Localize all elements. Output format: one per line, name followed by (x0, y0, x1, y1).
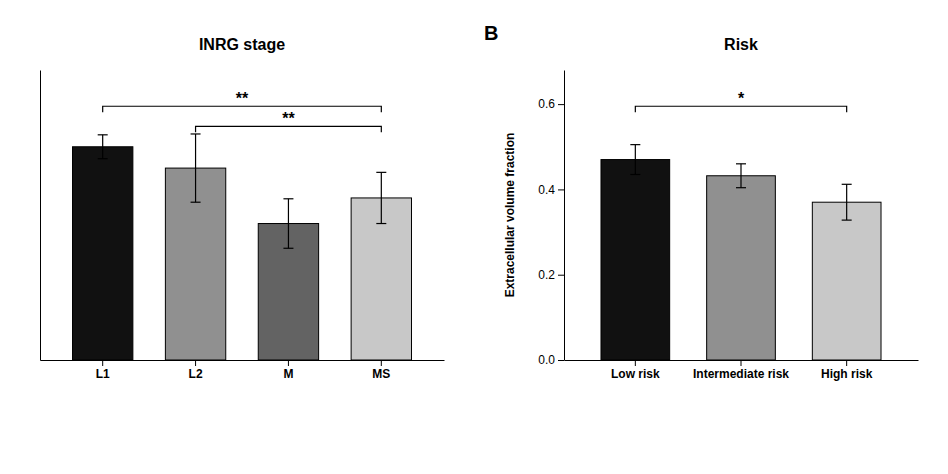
title: INRG stage (199, 36, 285, 53)
x-tick-label: High risk (821, 367, 873, 381)
error-bar-line (283, 248, 293, 249)
y-tick: 0.6 (538, 97, 564, 111)
x-tick-mark (381, 360, 382, 366)
error-bar-line (191, 202, 201, 203)
plot-area (73, 134, 412, 360)
title: Risk (724, 36, 758, 53)
x-axis-line (41, 360, 445, 361)
error-bar-line (376, 223, 386, 224)
x-tick-mark (195, 360, 196, 366)
error-bar-line (736, 187, 746, 188)
error-bar (736, 164, 746, 188)
error-bar (376, 172, 386, 223)
significance-label: ** (236, 90, 249, 107)
x-tick: High risk (821, 360, 873, 381)
x-tick: MS (372, 360, 390, 381)
error-bar-line (740, 164, 741, 188)
error-bar-line (635, 145, 636, 175)
error-bar (191, 134, 201, 202)
y-tick: 0.4 (538, 183, 564, 197)
error-bar-line (842, 184, 852, 185)
x-tick-label: Low risk (611, 367, 660, 381)
error-bar-line (381, 172, 382, 223)
error-bar-line (195, 134, 196, 202)
x-tick: Intermediate risk (693, 360, 789, 381)
error-bar-line (288, 199, 289, 248)
plot-area (601, 145, 881, 360)
significance-label: ** (282, 110, 295, 127)
y-tick-label: 0.4 (538, 183, 555, 197)
x-tick-label: M (283, 367, 293, 381)
error-bar-line (98, 158, 108, 159)
bar (73, 147, 133, 360)
panel-label: B (484, 22, 498, 44)
y-tick-mark (558, 189, 564, 190)
error-bar-line (630, 144, 640, 145)
y-tick-mark (558, 104, 564, 105)
bar (812, 202, 881, 360)
y-axis-line (564, 71, 565, 361)
y-axis (40, 71, 41, 361)
error-bar (630, 145, 640, 175)
x-tick: L1 (96, 360, 110, 381)
panel: Low risk Intermediate risk High risk 0.0 0.2… (484, 22, 919, 381)
error-bar-line (846, 184, 847, 220)
error-bar-line (630, 174, 640, 175)
x-axis: L1 L2 M MS (41, 360, 445, 381)
error-bar-line (283, 198, 293, 199)
y-tick: 0.0 (538, 353, 564, 367)
panel: L1 L2 M MS INRG stage ** ** (41, 36, 445, 381)
error-bar-line (736, 163, 746, 164)
error-bar (842, 184, 852, 220)
x-tick: L2 (189, 360, 203, 381)
y-axis-title: Extracellular volume fraction (503, 133, 517, 298)
error-bar-line (102, 135, 103, 159)
x-tick-mark (288, 360, 289, 366)
x-tick-mark (102, 360, 103, 366)
y-axis-line (40, 71, 41, 361)
error-bar-line (191, 133, 201, 134)
error-bar (283, 199, 293, 248)
x-tick-label: L2 (189, 367, 203, 381)
x-tick: M (283, 360, 293, 381)
bar (601, 160, 670, 360)
error-bar-line (376, 172, 386, 173)
bar (707, 176, 776, 360)
chart-svg: L1 L2 M MS INRG stage ** ** Low risk Intermediat… (0, 0, 948, 474)
x-tick-label: Intermediate risk (693, 367, 789, 381)
y-tick-label: 0.2 (538, 268, 555, 282)
error-bar-line (842, 220, 852, 221)
y-tick-label: 0.6 (538, 97, 555, 111)
x-tick: Low risk (611, 360, 660, 381)
y-axis: 0.0 0.2 0.4 0.6 (538, 71, 564, 368)
x-tick-label: MS (372, 367, 390, 381)
x-tick-mark (846, 360, 847, 366)
x-axis: Low risk Intermediate risk High risk (565, 360, 919, 381)
significance-label: * (738, 90, 745, 107)
error-bar-line (98, 134, 108, 135)
error-bar (98, 135, 108, 159)
y-tick-mark (558, 275, 564, 276)
y-tick-mark (558, 360, 564, 361)
x-tick-mark (741, 360, 742, 366)
y-tick-label: 0.0 (538, 353, 555, 367)
x-tick-mark (635, 360, 636, 366)
x-tick-label: L1 (96, 367, 110, 381)
y-tick: 0.2 (538, 268, 564, 282)
